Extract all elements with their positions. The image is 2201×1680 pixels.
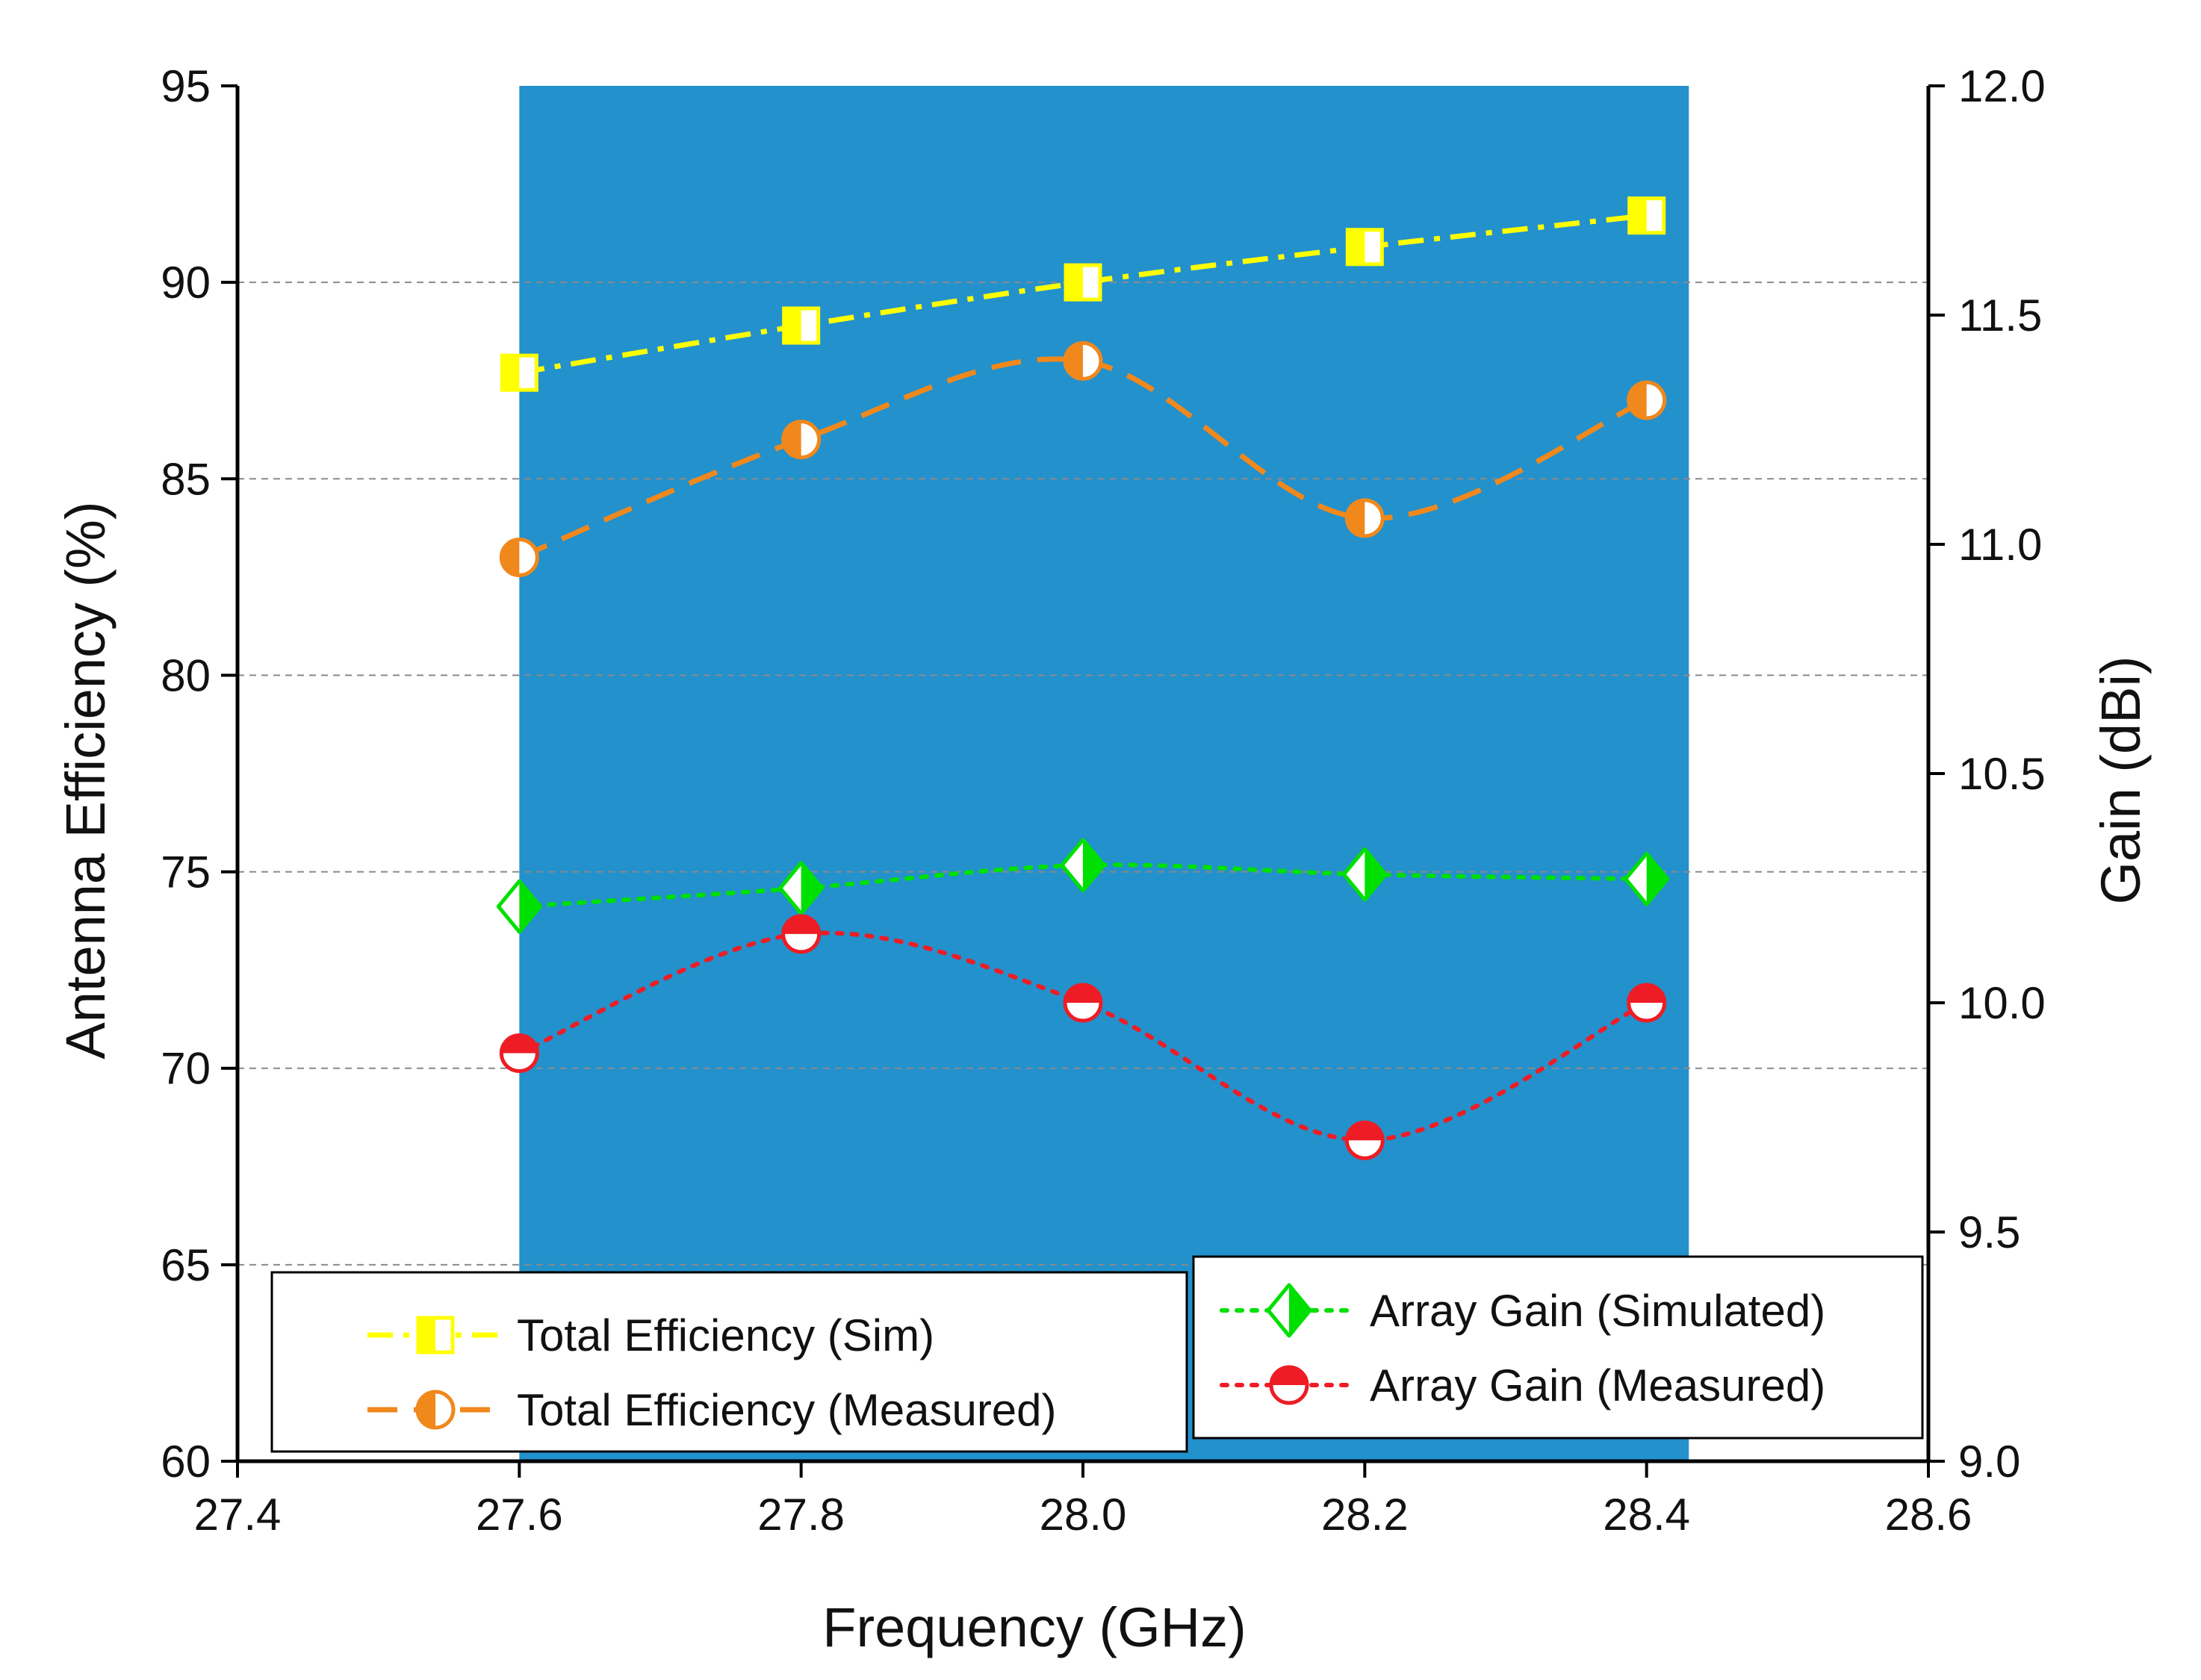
shaded-band	[519, 86, 1689, 1461]
data-point	[1063, 340, 1103, 381]
data-point	[1345, 228, 1384, 267]
x-tick-label: 27.8	[757, 1490, 845, 1540]
x-tick-label: 27.4	[194, 1490, 282, 1540]
y-left-tick-label: 65	[161, 1240, 211, 1290]
data-point	[500, 353, 538, 392]
y-right-tick-label: 10.0	[1958, 978, 2046, 1028]
x-tick-label: 28.2	[1321, 1490, 1409, 1540]
data-point	[499, 1033, 539, 1074]
data-point	[781, 420, 822, 460]
legend-item: Total Efficiency (Measured)	[367, 1385, 1057, 1435]
legend-marker	[415, 1390, 456, 1430]
data-point	[1627, 983, 1667, 1023]
legend-marker	[1269, 1365, 1309, 1405]
legend-label: Array Gain (Measured)	[1370, 1360, 1825, 1410]
y-left-axis-title: Antenna Efficiency (%)	[55, 501, 117, 1059]
data-point	[781, 914, 822, 954]
data-point	[782, 306, 821, 345]
data-point	[496, 879, 542, 934]
series-line	[518, 213, 1648, 376]
y-left-tick-label: 80	[161, 650, 211, 700]
data-point	[1344, 1120, 1385, 1160]
series-2	[499, 340, 1667, 578]
y-right-tick-label: 11.5	[1958, 290, 2042, 340]
data-point	[1627, 196, 1666, 235]
x-tick-label: 28.0	[1040, 1490, 1127, 1540]
series-line	[517, 862, 1649, 909]
y-right-axis-title: Gain (dBi)	[2090, 656, 2152, 904]
series-line	[518, 356, 1648, 560]
data-point	[1064, 263, 1102, 302]
legend-label: Total Efficiency (Measured)	[517, 1385, 1057, 1435]
data-point	[1344, 498, 1385, 538]
legend-marker	[416, 1316, 455, 1354]
y-left-tick-label: 95	[161, 61, 211, 111]
x-tick-label: 27.6	[476, 1490, 563, 1540]
legend-right: Array Gain (Simulated) Array Gain (Measur…	[1192, 1255, 1924, 1440]
y-left-tick-label: 90	[161, 258, 211, 308]
legend-marker	[1266, 1283, 1312, 1338]
y-left-tick-label: 60	[161, 1437, 211, 1487]
x-tick-label: 28.6	[1885, 1490, 1972, 1540]
series-3	[496, 838, 1670, 934]
data-point	[1063, 983, 1103, 1023]
y-right-tick-label: 10.5	[1958, 749, 2046, 799]
x-tick-label: 28.4	[1603, 1490, 1690, 1540]
data-point	[1341, 847, 1388, 902]
y-right-tick-label: 9.0	[1958, 1437, 2020, 1487]
data-point	[778, 861, 825, 915]
y-right-tick-label: 9.5	[1958, 1207, 2020, 1257]
legend-item: Total Efficiency (Sim)	[367, 1310, 934, 1360]
data-point	[499, 538, 539, 578]
series-1	[500, 196, 1666, 392]
y-left-tick-label: 75	[161, 847, 211, 897]
data-point	[1627, 380, 1667, 420]
data-point	[1624, 851, 1670, 906]
legend-label: Array Gain (Simulated)	[1370, 1286, 1825, 1336]
legend-item: Array Gain (Measured)	[1220, 1360, 1825, 1410]
y-left-tick-label: 85	[161, 454, 211, 504]
y-left-tick-label: 70	[161, 1044, 211, 1094]
y-right-tick-label: 11.0	[1958, 520, 2042, 570]
y-right-tick-label: 12.0	[1958, 61, 2046, 111]
x-axis-title: Frequency (GHz)	[822, 1596, 1246, 1658]
legend-label: Total Efficiency (Sim)	[517, 1310, 934, 1360]
series-4	[499, 914, 1667, 1160]
legend-left: Total Efficiency (Sim) Total Efficiency (…	[270, 1271, 1188, 1453]
legend-item: Array Gain (Simulated)	[1220, 1283, 1825, 1338]
data-point	[1060, 838, 1106, 893]
